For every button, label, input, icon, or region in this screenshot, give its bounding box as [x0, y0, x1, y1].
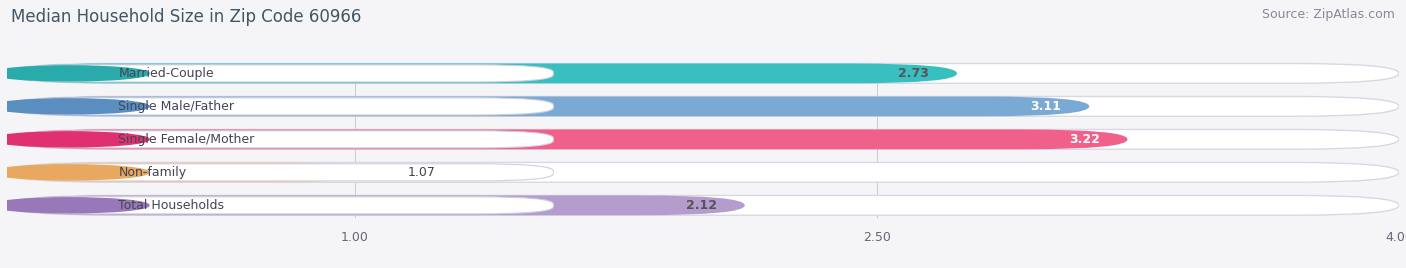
Circle shape	[0, 198, 149, 213]
FancyBboxPatch shape	[7, 129, 1128, 149]
FancyBboxPatch shape	[7, 129, 1399, 149]
Text: Non-family: Non-family	[118, 166, 187, 179]
FancyBboxPatch shape	[7, 162, 380, 182]
Text: Single Female/Mother: Single Female/Mother	[118, 133, 254, 146]
Text: Married-Couple: Married-Couple	[118, 67, 214, 80]
FancyBboxPatch shape	[14, 131, 554, 148]
Text: Source: ZipAtlas.com: Source: ZipAtlas.com	[1261, 8, 1395, 21]
Text: Total Households: Total Households	[118, 199, 225, 212]
Text: 3.11: 3.11	[1031, 100, 1062, 113]
Text: 2.73: 2.73	[898, 67, 929, 80]
Circle shape	[0, 132, 149, 147]
FancyBboxPatch shape	[7, 162, 1399, 182]
FancyBboxPatch shape	[14, 164, 554, 181]
FancyBboxPatch shape	[14, 65, 554, 82]
FancyBboxPatch shape	[7, 195, 745, 215]
FancyBboxPatch shape	[7, 195, 1399, 215]
Circle shape	[0, 165, 149, 180]
Circle shape	[0, 66, 149, 81]
FancyBboxPatch shape	[14, 197, 554, 214]
Text: 2.12: 2.12	[686, 199, 717, 212]
Text: 1.07: 1.07	[408, 166, 434, 179]
FancyBboxPatch shape	[7, 96, 1090, 116]
FancyBboxPatch shape	[7, 64, 957, 83]
Text: 3.22: 3.22	[1069, 133, 1099, 146]
FancyBboxPatch shape	[14, 98, 554, 115]
Text: Single Male/Father: Single Male/Father	[118, 100, 235, 113]
Text: Median Household Size in Zip Code 60966: Median Household Size in Zip Code 60966	[11, 8, 361, 26]
FancyBboxPatch shape	[7, 96, 1399, 116]
Circle shape	[0, 99, 149, 114]
FancyBboxPatch shape	[7, 64, 1399, 83]
